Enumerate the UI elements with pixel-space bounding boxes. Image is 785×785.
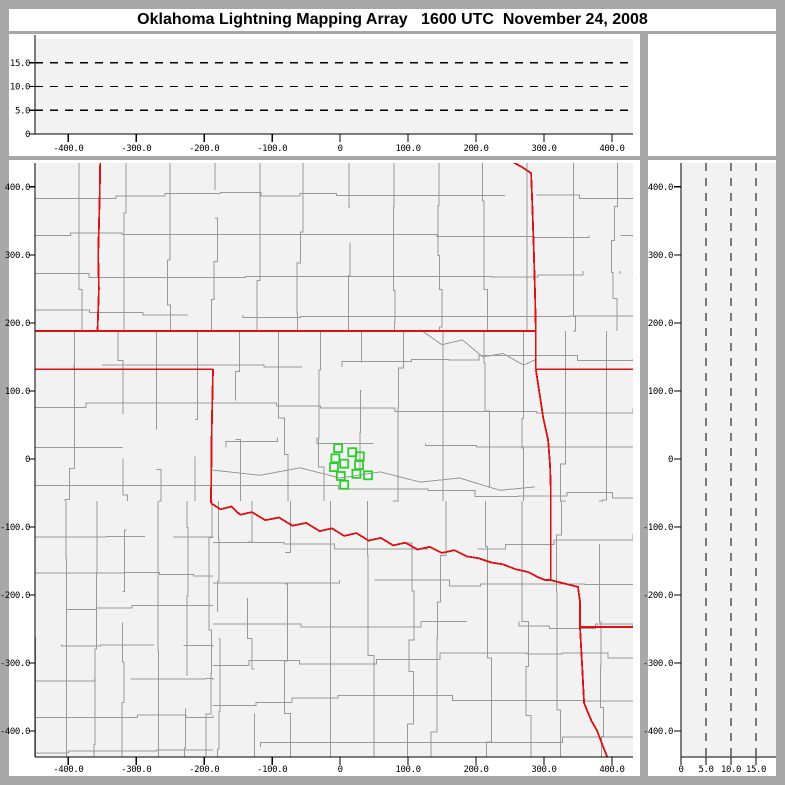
panel-altitude-ns[interactable]	[648, 160, 776, 776]
panel-histogram[interactable]	[648, 34, 776, 156]
title-bar: Oklahoma Lightning Mapping Array 1600 UT…	[9, 9, 776, 31]
panel-plan-view[interactable]	[9, 160, 640, 776]
panel-altitude-ew[interactable]	[9, 34, 640, 156]
page-title: Oklahoma Lightning Mapping Array 1600 UT…	[137, 11, 648, 28]
